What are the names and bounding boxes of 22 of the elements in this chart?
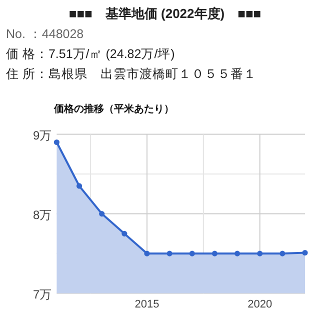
point bbox=[212, 250, 218, 256]
point bbox=[189, 250, 195, 256]
point bbox=[257, 250, 263, 256]
point bbox=[122, 230, 128, 236]
point bbox=[280, 250, 286, 256]
chart-title: ■■■ 基準地価 (2022年度) ■■■ bbox=[68, 6, 262, 21]
point bbox=[99, 211, 105, 217]
point bbox=[166, 250, 172, 256]
point bbox=[302, 250, 308, 256]
y-tick-label: 9万 bbox=[33, 128, 52, 142]
x-tick-label: 2015 bbox=[134, 298, 160, 310]
point bbox=[54, 139, 60, 146]
x-tick-label: 2020 bbox=[248, 298, 272, 310]
text: 価 格：7.51万/㎡ (24.82万/坪) bbox=[6, 47, 175, 61]
y-tick-label: 7万 bbox=[33, 287, 52, 302]
point bbox=[76, 183, 82, 189]
text: 住 所：島根県 出雲市渡橋町１０５５番１ bbox=[5, 67, 256, 81]
y-tick-label: 8万 bbox=[33, 208, 52, 222]
chart-subtitle: 価格の推移（平米あたり） bbox=[53, 103, 174, 115]
point bbox=[234, 250, 240, 256]
point bbox=[144, 250, 150, 256]
text: No. ：448028 bbox=[6, 27, 84, 41]
